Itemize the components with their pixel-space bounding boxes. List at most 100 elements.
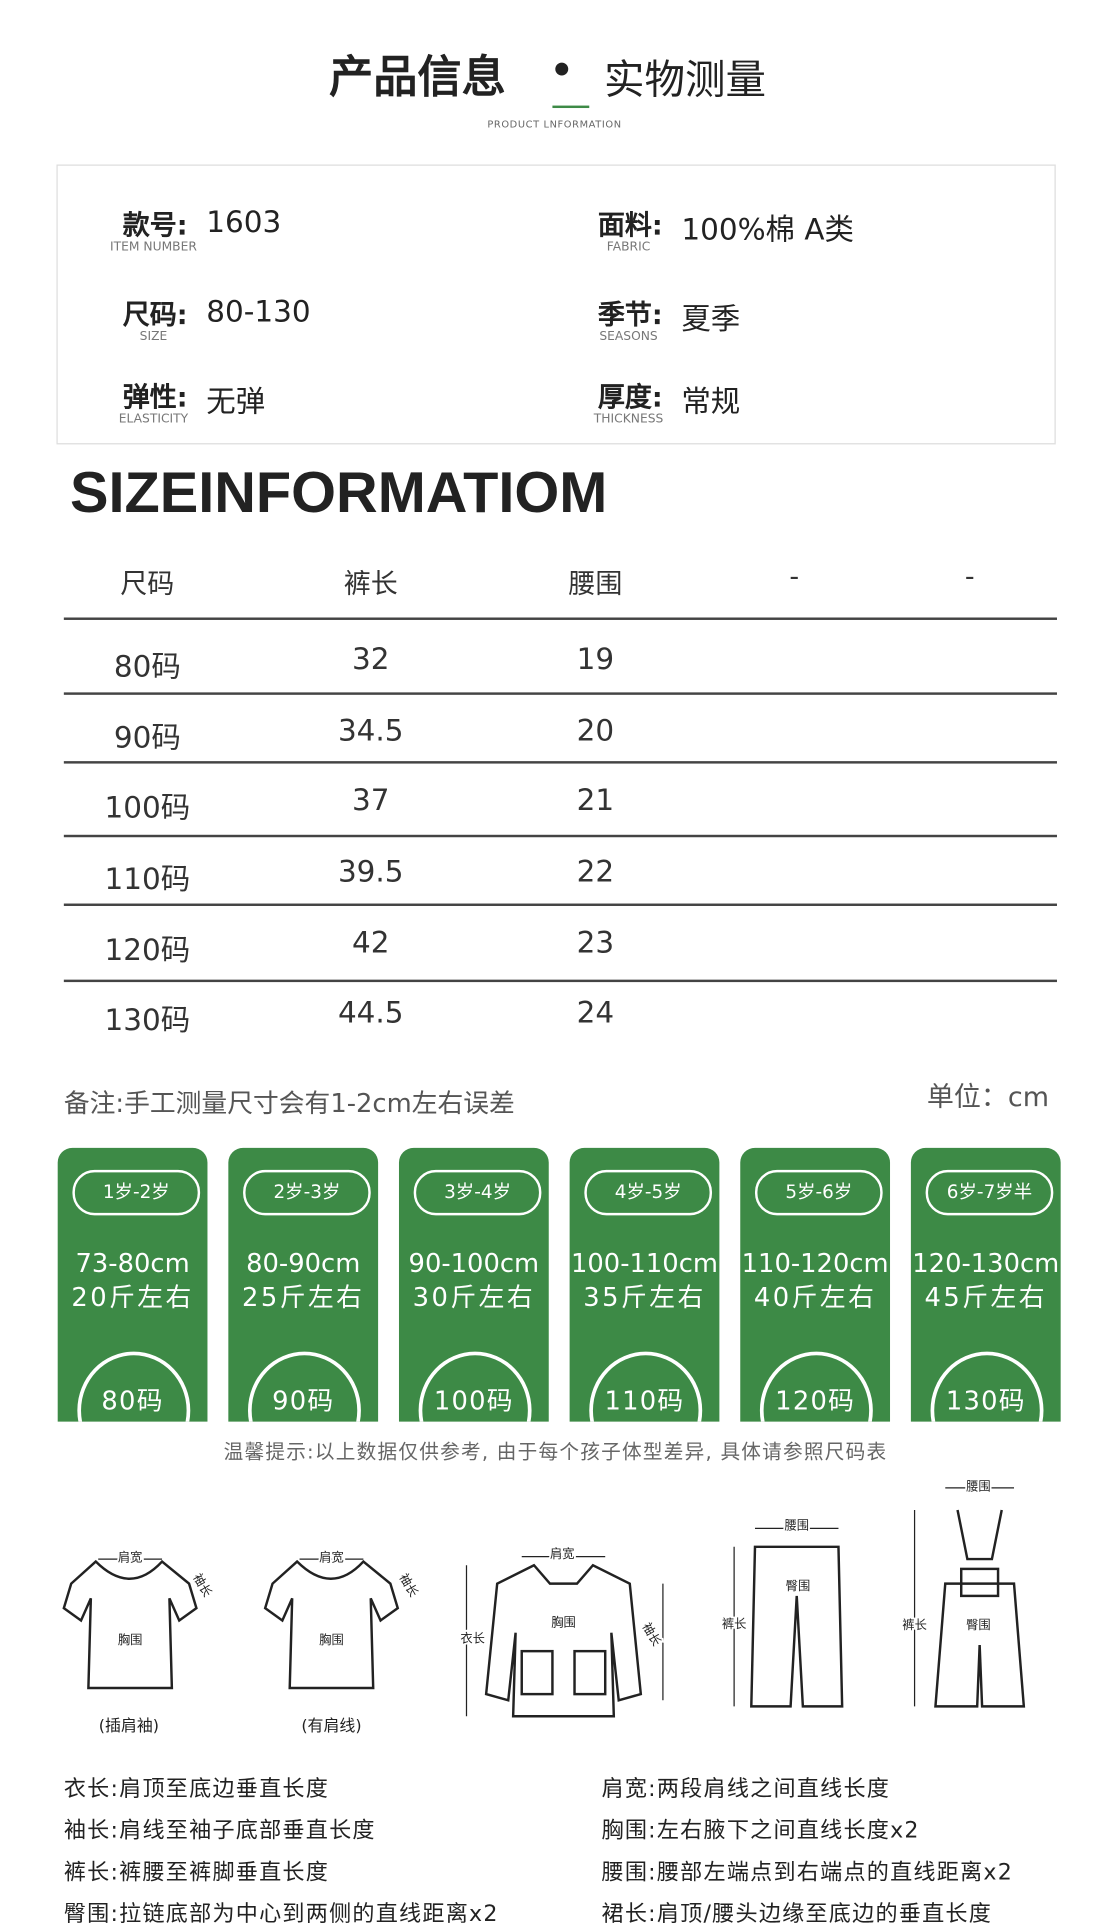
spec-label: 厚度: [597, 383, 663, 414]
table-cell: 39.5 [337, 854, 404, 889]
age-pill: 3岁-4岁 [413, 1169, 542, 1216]
age-pill: 1岁-2岁 [72, 1169, 201, 1216]
diagram-label: 胸围 [551, 1615, 576, 1630]
spec-label: 季节: [597, 300, 663, 332]
diagram-label: 袖长 [639, 1620, 664, 1649]
age-card: 5岁-6岁 110-120cm 40斤左右 120码 [740, 1147, 891, 1422]
size: 110码 [604, 1385, 685, 1416]
age-card: 6岁-7岁半 120-130cm 45斤左右 130码 [910, 1147, 1061, 1422]
table-header: 尺码 [120, 569, 175, 601]
table-cell: 24 [576, 995, 615, 1030]
table-cell: 23 [576, 925, 615, 960]
diagram-label: 胸围 [118, 1632, 143, 1647]
diagram-label: 臀围 [786, 1579, 811, 1593]
table-cell: 100码 [104, 790, 191, 825]
table-cell: 90码 [113, 720, 181, 755]
spec-label: 款号: [122, 211, 188, 242]
spec-label: 弹性: [122, 383, 188, 414]
table-cell: 37 [351, 783, 390, 818]
age-pill: 4岁-5岁 [584, 1169, 713, 1216]
table-cell: 32 [351, 642, 390, 677]
title2: 实物测量 [603, 55, 767, 104]
age-card: 1岁-2岁 73-80cm 20斤左右 80码 [57, 1147, 208, 1422]
age-pill: 6岁-7岁半 [925, 1169, 1054, 1216]
spec-value: 80-130 [206, 294, 311, 330]
age-pill: 2岁-3岁 [243, 1169, 371, 1216]
height: 90-100cm [408, 1248, 540, 1278]
diagram-label: 衣长 [460, 1631, 485, 1646]
definition: 肩宽:两段肩线之间直线长度 [601, 1776, 891, 1803]
diagram-label: 肩宽 [319, 1550, 344, 1565]
diagram-label: 腰围 [784, 1519, 809, 1533]
table-cell: 130码 [104, 1002, 191, 1038]
age-pill: 5岁-6岁 [754, 1169, 883, 1216]
diagram-label: 袖长 [396, 1571, 421, 1600]
diagram-label: 裤长 [722, 1617, 747, 1631]
definition: 裙长:肩顶/腰头边缘至底边的垂直长度 [601, 1901, 993, 1928]
weight: 30斤左右 [412, 1282, 536, 1313]
table-cell: 22 [576, 854, 615, 889]
unit: 单位：cm [926, 1082, 1050, 1114]
note: 备注:手工测量尺寸会有1-2cm左右误差 [63, 1088, 515, 1119]
table-rule [63, 617, 1057, 620]
table-rule [63, 903, 1057, 906]
spec-value: 100%棉 A类 [681, 212, 855, 247]
spec-label-en: ELASTICITY [118, 412, 189, 426]
weight: 40斤左右 [753, 1282, 877, 1313]
diagram-label: 腰围 [966, 1479, 991, 1493]
subtitle: PRODUCT LNFORMATION [487, 119, 622, 131]
height: 110-120cm [741, 1248, 889, 1278]
diagram-label: 肩宽 [550, 1546, 575, 1561]
size: 120码 [775, 1385, 856, 1416]
spec-label: 尺码: [122, 300, 188, 332]
spec-label-en: ITEM NUMBER [110, 240, 197, 255]
diagram-label: 臀围 [966, 1618, 991, 1632]
spec-box [56, 164, 1056, 445]
spec-value: 无弹 [206, 384, 266, 419]
title: 产品信息 [329, 52, 506, 104]
diagram-caption: (插肩袖) [99, 1716, 159, 1735]
underline [552, 105, 590, 109]
diagram-label: 胸围 [319, 1632, 344, 1647]
table-cell: 120码 [104, 932, 191, 968]
table-header: 腰围 [568, 569, 623, 601]
spec-value: 常规 [681, 384, 741, 419]
spec-label-en: SEASONS [599, 330, 658, 344]
title-dot: • [549, 49, 574, 93]
size: 100码 [433, 1385, 514, 1416]
spec-label-en: SIZE [139, 330, 168, 344]
diagram-label: 袖长 [190, 1571, 215, 1600]
table-cell: 110码 [104, 861, 191, 897]
height: 80-90cm [246, 1248, 361, 1278]
tip: 温馨提示:以上数据仅供参考, 由于每个孩子体型差异, 具体请参照尺码表 [223, 1439, 888, 1464]
age-card: 4岁-5岁 100-110cm 35斤左右 110码 [569, 1147, 720, 1422]
height: 100-110cm [570, 1248, 719, 1278]
table-header: - [964, 562, 975, 593]
spec-value: 1603 [206, 205, 282, 240]
definition: 衣长:肩顶至底边垂直长度 [63, 1776, 330, 1803]
table-cell: 42 [351, 925, 390, 960]
table-cell: 20 [576, 713, 615, 748]
table-rule [63, 761, 1057, 764]
table-cell: 44.5 [337, 995, 404, 1030]
height: 73-80cm [75, 1248, 190, 1278]
definition: 裤长:裤腰至裤脚垂直长度 [63, 1859, 330, 1886]
spec-value: 夏季 [681, 301, 741, 337]
table-rule [63, 692, 1057, 695]
weight: 35斤左右 [583, 1282, 706, 1313]
table-cell: 34.5 [337, 713, 404, 748]
weight: 25斤左右 [241, 1282, 365, 1313]
definition: 胸围:左右腋下之间直线长度x2 [601, 1818, 920, 1844]
table-cell: 80码 [113, 649, 181, 684]
size: 90码 [272, 1385, 335, 1416]
spec-label: 面料: [597, 211, 663, 242]
definition: 袖长:肩线至袖子底部垂直长度 [63, 1818, 376, 1844]
age-card: 2岁-3岁 80-90cm 25斤左右 90码 [228, 1147, 379, 1422]
spec-label-en: THICKNESS [593, 412, 664, 426]
definition: 腰围:腰部左端点到右端点的直线距离x2 [601, 1859, 1013, 1886]
table-cell: 19 [576, 642, 615, 677]
diagram-label: 肩宽 [118, 1550, 143, 1565]
diagram-caption: (有肩线) [301, 1716, 361, 1735]
